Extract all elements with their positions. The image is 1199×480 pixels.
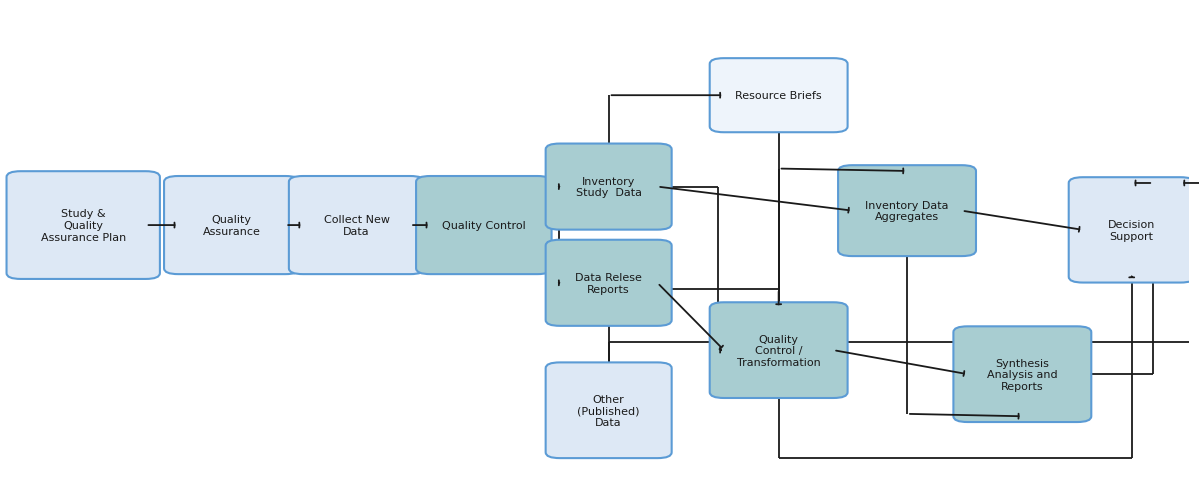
Text: Data Relese
Reports: Data Relese Reports [576, 273, 643, 294]
FancyBboxPatch shape [164, 177, 300, 275]
FancyBboxPatch shape [416, 177, 552, 275]
FancyBboxPatch shape [710, 303, 848, 398]
Text: Inventory Data
Aggregates: Inventory Data Aggregates [866, 201, 948, 222]
FancyBboxPatch shape [546, 240, 671, 326]
FancyBboxPatch shape [953, 326, 1091, 422]
Text: Synthesis
Analysis and
Reports: Synthesis Analysis and Reports [987, 358, 1058, 391]
Text: Quality
Assurance: Quality Assurance [203, 215, 260, 236]
FancyBboxPatch shape [6, 172, 159, 279]
FancyBboxPatch shape [289, 177, 424, 275]
Text: Quality Control: Quality Control [442, 221, 525, 230]
Text: Collect New
Data: Collect New Data [324, 215, 390, 236]
Text: Resource Briefs: Resource Briefs [735, 91, 823, 101]
FancyBboxPatch shape [1068, 178, 1194, 283]
Text: Study &
Quality
Assurance Plan: Study & Quality Assurance Plan [41, 209, 126, 242]
Text: Other
(Published)
Data: Other (Published) Data [578, 394, 640, 427]
FancyBboxPatch shape [546, 363, 671, 458]
Text: Decision
Support: Decision Support [1108, 220, 1156, 241]
Text: Quality
Control /
Transformation: Quality Control / Transformation [736, 334, 820, 367]
FancyBboxPatch shape [710, 59, 848, 133]
Text: Inventory
Study  Data: Inventory Study Data [576, 177, 641, 198]
FancyBboxPatch shape [546, 144, 671, 230]
FancyBboxPatch shape [838, 166, 976, 256]
